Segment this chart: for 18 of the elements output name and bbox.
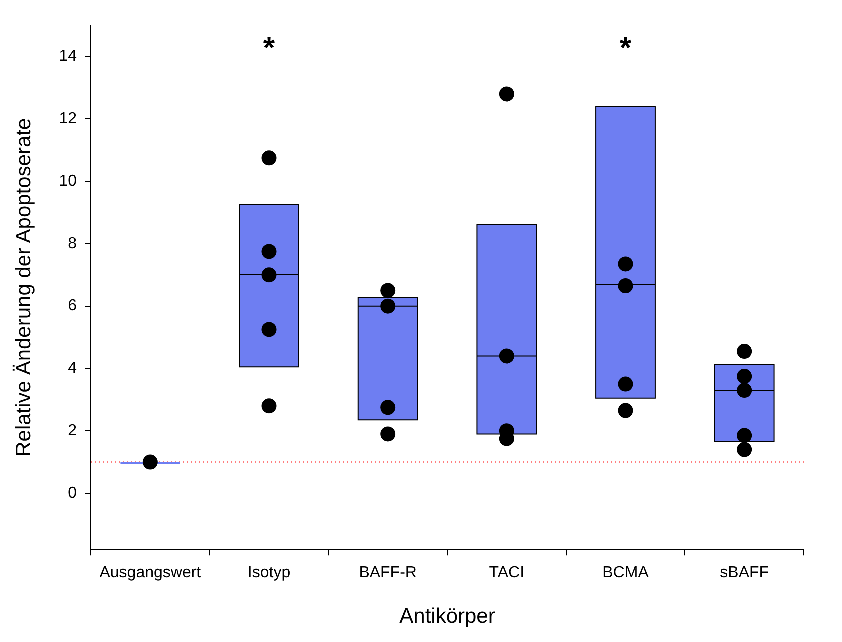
y-axis-title: Relative Änderung der Apoptoserate — [12, 118, 36, 457]
y-tick-label: 8 — [68, 235, 78, 252]
y-tick-label: 12 — [59, 110, 78, 128]
annotation: * — [620, 32, 632, 65]
x-tick-label: BAFF-R — [359, 564, 417, 582]
y-tick-label: 10 — [59, 172, 78, 190]
x-tick-label: BCMA — [602, 564, 650, 582]
x-axis-title: Antikörper — [400, 605, 496, 628]
x-tick-label: TACI — [489, 564, 525, 582]
y-tick-label: 6 — [68, 298, 78, 315]
x-tick-label: Ausgangswert — [100, 564, 202, 582]
x-tick-label: sBAFF — [720, 564, 770, 582]
x-tick-label: Isotyp — [248, 564, 291, 582]
annotation: * — [263, 32, 276, 65]
y-tick-label: 14 — [59, 48, 78, 66]
y-tick-label: 4 — [68, 360, 78, 378]
y-tick-label: 2 — [68, 422, 78, 440]
y-tick-label: 0 — [68, 484, 78, 502]
